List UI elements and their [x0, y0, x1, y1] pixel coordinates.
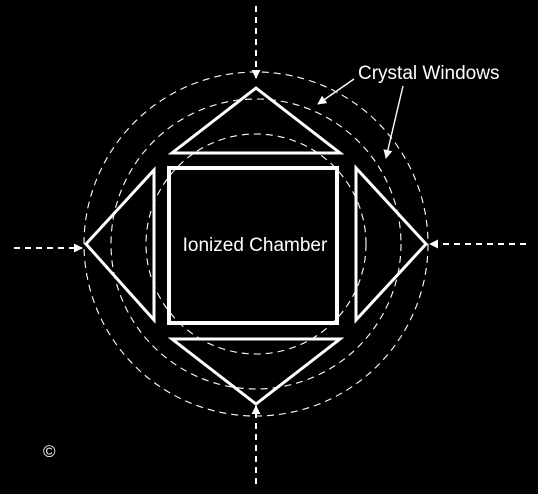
inner-dashed-circle — [145, 133, 367, 355]
leader-line-top-window — [317, 78, 355, 105]
crystal-window-top — [167, 86, 345, 155]
crystal-window-left — [83, 166, 156, 324]
ionized-chamber — [167, 166, 339, 325]
leader-line-right-window — [383, 85, 404, 159]
middle-dashed-circle — [110, 98, 402, 390]
crystal-window-bottom — [167, 337, 345, 406]
crystal-window-right — [354, 164, 429, 324]
copyright-symbol: © — [43, 442, 56, 461]
ionized-chamber-label: Ionized Chamber — [183, 235, 328, 256]
crystal-windows-label: Crystal Windows — [358, 63, 499, 84]
